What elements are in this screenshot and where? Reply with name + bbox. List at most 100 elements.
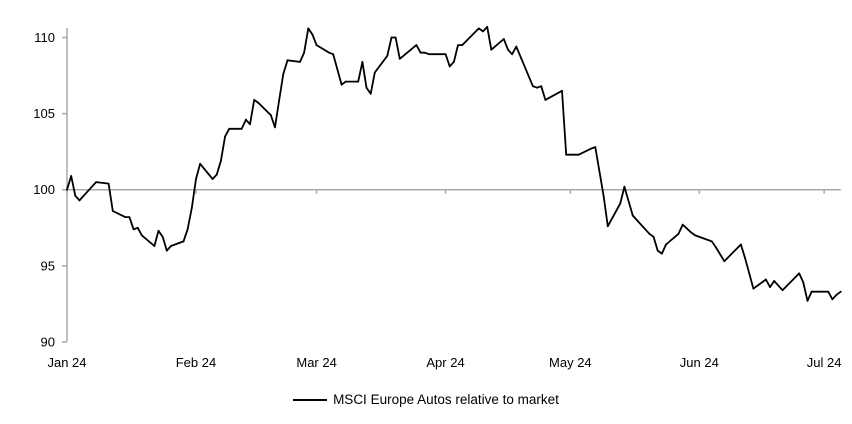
- data-point: [344, 80, 347, 83]
- data-point: [457, 44, 459, 47]
- data-point: [182, 240, 185, 243]
- data-point: [536, 86, 538, 89]
- data-point: [224, 135, 226, 138]
- legend-label: MSCI Europe Autos relative to market: [333, 392, 559, 407]
- data-point: [328, 51, 330, 54]
- data-point: [390, 36, 393, 39]
- data-point: [511, 53, 514, 56]
- data-point: [220, 159, 222, 162]
- y-tick-label: 95: [41, 258, 55, 273]
- data-point: [153, 245, 156, 247]
- data-point: [165, 249, 168, 252]
- data-point: [461, 44, 464, 47]
- data-point: [715, 246, 717, 249]
- data-point: [806, 299, 809, 302]
- data-point: [419, 51, 422, 54]
- data-point: [744, 257, 746, 260]
- data-point: [773, 280, 776, 282]
- data-point: [827, 290, 830, 293]
- y-tick-label: 105: [33, 106, 55, 121]
- data-point: [798, 272, 801, 275]
- data-point: [394, 36, 397, 39]
- data-point: [710, 240, 713, 243]
- data-point: [286, 59, 289, 62]
- data-point: [361, 60, 364, 63]
- data-point: [215, 173, 218, 176]
- data-point: [249, 123, 251, 126]
- data-point: [477, 27, 480, 30]
- data-point: [839, 290, 842, 293]
- data-point: [369, 92, 372, 95]
- data-point: [111, 210, 114, 212]
- data-point: [70, 175, 73, 177]
- data-point: [199, 162, 202, 165]
- data-point: [631, 214, 634, 217]
- data-point: [590, 147, 593, 150]
- x-tick-label: Jan 24: [47, 355, 86, 370]
- data-point: [269, 114, 272, 117]
- data-point: [311, 33, 314, 36]
- data-point: [740, 243, 742, 246]
- data-point: [452, 60, 455, 63]
- data-point: [161, 235, 164, 238]
- data-point: [482, 30, 484, 33]
- data-point: [373, 71, 376, 74]
- data-point: [660, 252, 663, 255]
- data-point: [831, 298, 834, 301]
- axes: 90 95 100 105 110 Jan 24 Feb 24 Mar 24 Apr 24 May…: [33, 28, 841, 370]
- data-point: [444, 53, 447, 56]
- legend: MSCI Europe Autos relative to market: [0, 392, 852, 407]
- data-point: [802, 281, 805, 284]
- x-tick-label: May 24: [549, 355, 592, 370]
- data-point: [66, 188, 68, 191]
- x-tick-label: Jun 24: [680, 355, 719, 370]
- data-point: [769, 286, 771, 289]
- series-layer: [66, 25, 842, 302]
- data-point: [282, 73, 285, 75]
- data-point: [781, 289, 784, 292]
- data-point: [332, 53, 335, 56]
- data-point: [507, 48, 509, 51]
- data-point: [723, 260, 726, 263]
- data-point: [636, 219, 638, 222]
- data-point: [415, 44, 418, 47]
- data-point: [652, 235, 655, 238]
- data-point: [74, 194, 77, 197]
- data-point: [357, 80, 360, 83]
- data-point: [315, 44, 318, 47]
- data-point: [515, 45, 518, 48]
- data-point: [190, 207, 193, 209]
- x-tick-label: Mar 24: [296, 355, 336, 370]
- data-point: [606, 225, 609, 228]
- data-point: [502, 38, 505, 40]
- data-point: [623, 185, 626, 188]
- data-point: [648, 232, 651, 235]
- y-tick-label: 110: [34, 30, 55, 45]
- y-tick-label: 90: [41, 334, 55, 349]
- data-point: [124, 216, 127, 218]
- data-point: [486, 25, 489, 28]
- data-point: [752, 287, 755, 290]
- data-point: [211, 178, 214, 180]
- data-point: [694, 234, 697, 237]
- data-point: [835, 293, 838, 296]
- data-point: [594, 146, 597, 148]
- data-point: [340, 83, 343, 86]
- data-point: [186, 228, 189, 231]
- data-point: [577, 153, 580, 156]
- data-point: [561, 89, 563, 92]
- data-point: [95, 181, 98, 183]
- data-point: [240, 127, 243, 130]
- data-point: [544, 99, 547, 101]
- data-point: [170, 245, 172, 247]
- data-point: [565, 153, 568, 156]
- data-point: [303, 51, 306, 54]
- x-tick-label: Jul 24: [807, 355, 842, 370]
- data-point: [532, 85, 534, 88]
- data-point: [278, 99, 281, 101]
- data-point: [764, 278, 767, 281]
- data-point: [82, 194, 85, 197]
- data-point: [136, 226, 139, 229]
- data-point: [423, 51, 426, 54]
- data-point: [253, 99, 256, 101]
